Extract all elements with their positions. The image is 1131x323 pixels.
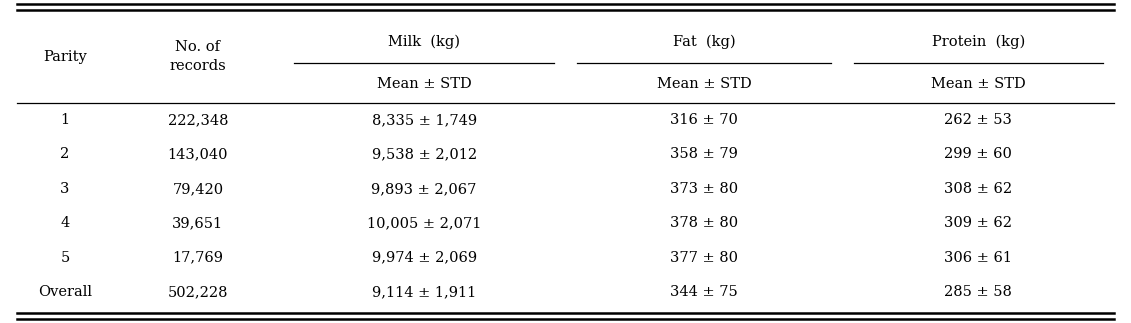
Text: Mean ± STD: Mean ± STD (657, 77, 751, 91)
Text: Milk  (kg): Milk (kg) (388, 35, 460, 49)
Text: 377 ± 80: 377 ± 80 (670, 251, 739, 265)
Text: 344 ± 75: 344 ± 75 (671, 285, 737, 299)
Text: 262 ± 53: 262 ± 53 (944, 113, 1012, 127)
Text: 378 ± 80: 378 ± 80 (670, 216, 739, 230)
Text: 8,335 ± 1,749: 8,335 ± 1,749 (372, 113, 476, 127)
Text: Mean ± STD: Mean ± STD (931, 77, 1026, 91)
Text: 502,228: 502,228 (167, 285, 228, 299)
Text: 9,893 ± 2,067: 9,893 ± 2,067 (371, 182, 477, 196)
Text: 9,974 ± 2,069: 9,974 ± 2,069 (372, 251, 476, 265)
Text: 285 ± 58: 285 ± 58 (944, 285, 1012, 299)
Text: 17,769: 17,769 (172, 251, 224, 265)
Text: No. of
records: No. of records (170, 40, 226, 73)
Text: 10,005 ± 2,071: 10,005 ± 2,071 (366, 216, 482, 230)
Text: 373 ± 80: 373 ± 80 (670, 182, 739, 196)
Text: 79,420: 79,420 (172, 182, 224, 196)
Text: Overall: Overall (38, 285, 92, 299)
Text: 1: 1 (60, 113, 70, 127)
Text: 316 ± 70: 316 ± 70 (670, 113, 739, 127)
Text: 9,114 ± 1,911: 9,114 ± 1,911 (372, 285, 476, 299)
Text: 39,651: 39,651 (172, 216, 224, 230)
Text: 306 ± 61: 306 ± 61 (944, 251, 1012, 265)
Text: 5: 5 (60, 251, 70, 265)
Text: 4: 4 (60, 216, 70, 230)
Text: 9,538 ± 2,012: 9,538 ± 2,012 (372, 148, 476, 162)
Text: Fat  (kg): Fat (kg) (673, 35, 735, 49)
Text: Mean ± STD: Mean ± STD (377, 77, 472, 91)
Text: 143,040: 143,040 (167, 148, 228, 162)
Text: 299 ± 60: 299 ± 60 (944, 148, 1012, 162)
Text: 358 ± 79: 358 ± 79 (670, 148, 739, 162)
Text: 308 ± 62: 308 ± 62 (944, 182, 1012, 196)
Text: 222,348: 222,348 (167, 113, 228, 127)
Text: Parity: Parity (43, 49, 87, 64)
Text: 2: 2 (60, 148, 70, 162)
Text: 3: 3 (60, 182, 70, 196)
Text: Protein  (kg): Protein (kg) (932, 35, 1025, 49)
Text: 309 ± 62: 309 ± 62 (944, 216, 1012, 230)
